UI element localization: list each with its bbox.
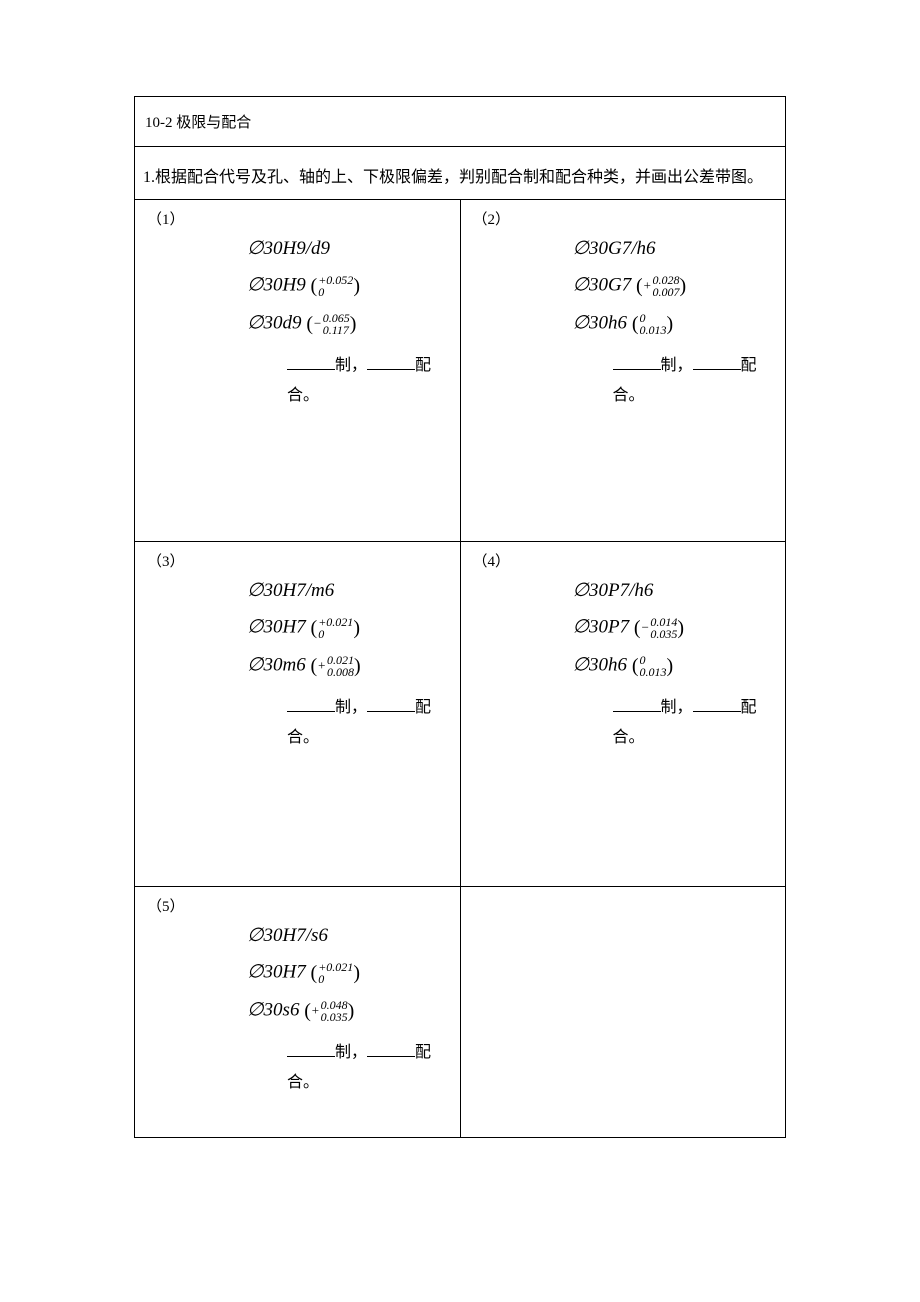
shaft-sign: + bbox=[317, 658, 326, 673]
shaft-designation: ∅30h6 bbox=[573, 654, 628, 675]
shaft-spec: ∅30h6 (00.013) bbox=[573, 647, 774, 685]
fill-text-1: 制， bbox=[661, 699, 693, 716]
cell-empty bbox=[461, 887, 786, 1137]
hole-lower: 0.007 bbox=[652, 286, 679, 298]
hole-designation: ∅30P7 bbox=[573, 616, 630, 637]
section-title: 极限与配合 bbox=[176, 115, 251, 131]
cell-2: （2） ∅30G7/h6 ∅30G7 (+0.0280.007) ∅30h6 (… bbox=[461, 200, 786, 541]
hole-spec: ∅30P7 (−0.0140.035) bbox=[573, 609, 774, 647]
fill-text-1: 制， bbox=[335, 357, 367, 374]
cell-index: （1） bbox=[147, 208, 448, 229]
hole-designation: ∅30H9 bbox=[247, 274, 306, 295]
hole-sign: + bbox=[643, 278, 652, 293]
fit-designation: ∅30H9/d9 bbox=[247, 231, 448, 267]
shaft-lower: 0.008 bbox=[327, 666, 354, 678]
fill-text-1: 制， bbox=[335, 699, 367, 716]
blank-2b[interactable] bbox=[693, 355, 741, 370]
hole-designation: ∅30G7 bbox=[573, 274, 632, 295]
shaft-sign: − bbox=[313, 316, 322, 331]
blank-4b[interactable] bbox=[693, 697, 741, 712]
shaft-spec: ∅30h6 (00.013) bbox=[573, 305, 774, 343]
cell-index: （4） bbox=[473, 550, 774, 571]
hole-spec: ∅30H7 (+0.0210) bbox=[247, 954, 448, 992]
blank-3b[interactable] bbox=[367, 697, 415, 712]
cell-index: （3） bbox=[147, 550, 448, 571]
hole-designation: ∅30H7 bbox=[247, 616, 306, 637]
hole-designation: ∅30H7 bbox=[247, 961, 306, 982]
shaft-lower: 0.013 bbox=[639, 666, 666, 678]
blank-5b[interactable] bbox=[367, 1042, 415, 1057]
shaft-designation: ∅30m6 bbox=[247, 654, 306, 675]
shaft-designation: ∅30d9 bbox=[247, 312, 302, 333]
cell-row-3: （5） ∅30H7/s6 ∅30H7 (+0.0210) ∅30s6 (+0.0… bbox=[135, 887, 786, 1138]
shaft-lower: 0.035 bbox=[321, 1011, 348, 1023]
cell-4: （4） ∅30P7/h6 ∅30P7 (−0.0140.035) ∅30h6 (… bbox=[461, 542, 786, 886]
cell-5: （5） ∅30H7/s6 ∅30H7 (+0.0210) ∅30s6 (+0.0… bbox=[135, 887, 460, 1137]
shaft-lower: 0.117 bbox=[323, 324, 350, 336]
header-row: 10-2 极限与配合 bbox=[135, 97, 786, 147]
hole-lower: 0 bbox=[318, 628, 353, 640]
shaft-designation: ∅30h6 bbox=[573, 312, 628, 333]
blank-2a[interactable] bbox=[613, 355, 661, 370]
hole-spec: ∅30H7 (+0.0210) bbox=[247, 609, 448, 647]
shaft-spec: ∅30s6 (+0.0480.035) bbox=[247, 992, 448, 1030]
cell-row-1: （1） ∅30H9/d9 ∅30H9 (+0.0520) ∅30d9 (−0.0… bbox=[135, 200, 786, 542]
blank-5a[interactable] bbox=[287, 1042, 335, 1057]
cell-3: （3） ∅30H7/m6 ∅30H7 (+0.0210) ∅30m6 (+0.0… bbox=[135, 542, 460, 886]
hole-spec: ∅30H9 (+0.0520) bbox=[247, 267, 448, 305]
hole-lower: 0.035 bbox=[650, 628, 677, 640]
hole-lower: 0 bbox=[318, 286, 353, 298]
instruction-row: 1.根据配合代号及孔、轴的上、下极限偏差，判别配合制和配合种类，并画出公差带图。 bbox=[135, 147, 786, 200]
fill-line: 制，配合。 bbox=[247, 351, 448, 412]
shaft-sign: + bbox=[311, 1003, 320, 1018]
section-number: 10-2 bbox=[145, 115, 173, 131]
cell-index: （2） bbox=[473, 208, 774, 229]
fill-line: 制，配合。 bbox=[573, 693, 774, 754]
fit-designation: ∅30H7/s6 bbox=[247, 918, 448, 954]
fill-text-1: 制， bbox=[335, 1044, 367, 1061]
shaft-designation: ∅30s6 bbox=[247, 999, 299, 1020]
blank-1b[interactable] bbox=[367, 355, 415, 370]
blank-4a[interactable] bbox=[613, 697, 661, 712]
shaft-lower: 0.013 bbox=[639, 324, 666, 336]
main-table: 10-2 极限与配合 1.根据配合代号及孔、轴的上、下极限偏差，判别配合制和配合… bbox=[134, 96, 786, 1138]
fill-line: 制，配合。 bbox=[247, 1038, 448, 1099]
fit-designation: ∅30G7/h6 bbox=[573, 231, 774, 267]
blank-1a[interactable] bbox=[287, 355, 335, 370]
hole-sign: − bbox=[641, 620, 650, 635]
cell-index: （5） bbox=[147, 895, 448, 916]
cell-1: （1） ∅30H9/d9 ∅30H9 (+0.0520) ∅30d9 (−0.0… bbox=[135, 200, 460, 541]
fit-designation: ∅30P7/h6 bbox=[573, 573, 774, 609]
cell-row-2: （3） ∅30H7/m6 ∅30H7 (+0.0210) ∅30m6 (+0.0… bbox=[135, 542, 786, 887]
fill-line: 制，配合。 bbox=[573, 351, 774, 412]
hole-spec: ∅30G7 (+0.0280.007) bbox=[573, 267, 774, 305]
instruction-text: 1.根据配合代号及孔、轴的上、下极限偏差，判别配合制和配合种类，并画出公差带图。 bbox=[143, 169, 763, 186]
shaft-spec: ∅30m6 (+0.0210.008) bbox=[247, 647, 448, 685]
fit-designation: ∅30H7/m6 bbox=[247, 573, 448, 609]
fill-text-1: 制， bbox=[661, 357, 693, 374]
blank-3a[interactable] bbox=[287, 697, 335, 712]
hole-lower: 0 bbox=[318, 973, 353, 985]
fill-line: 制，配合。 bbox=[247, 693, 448, 754]
shaft-spec: ∅30d9 (−0.0650.117) bbox=[247, 305, 448, 343]
